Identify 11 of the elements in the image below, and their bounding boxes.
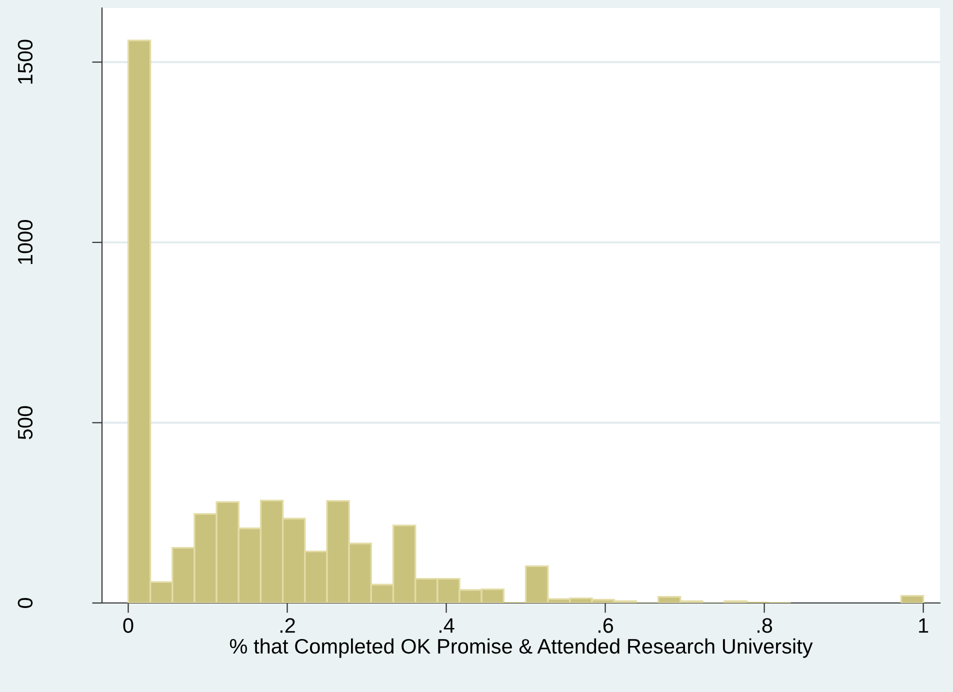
x-tick-label: 0 [123,618,134,633]
x-tick-label: .4 [439,618,454,633]
x-tick-label: .8 [758,618,772,633]
x-tick-label: .2 [280,618,295,633]
y-tick-label: 500 [18,406,33,440]
x-tick-label: .6 [598,618,614,633]
x-tick-label: 1 [919,618,928,633]
y-tick-label: 0 [18,598,33,608]
x-axis-title: % that Completed OK Promise & Attended Research University [230,638,813,658]
y-tick-label: 1000 [18,220,33,264]
y-tick-label: 1500 [18,40,33,84]
